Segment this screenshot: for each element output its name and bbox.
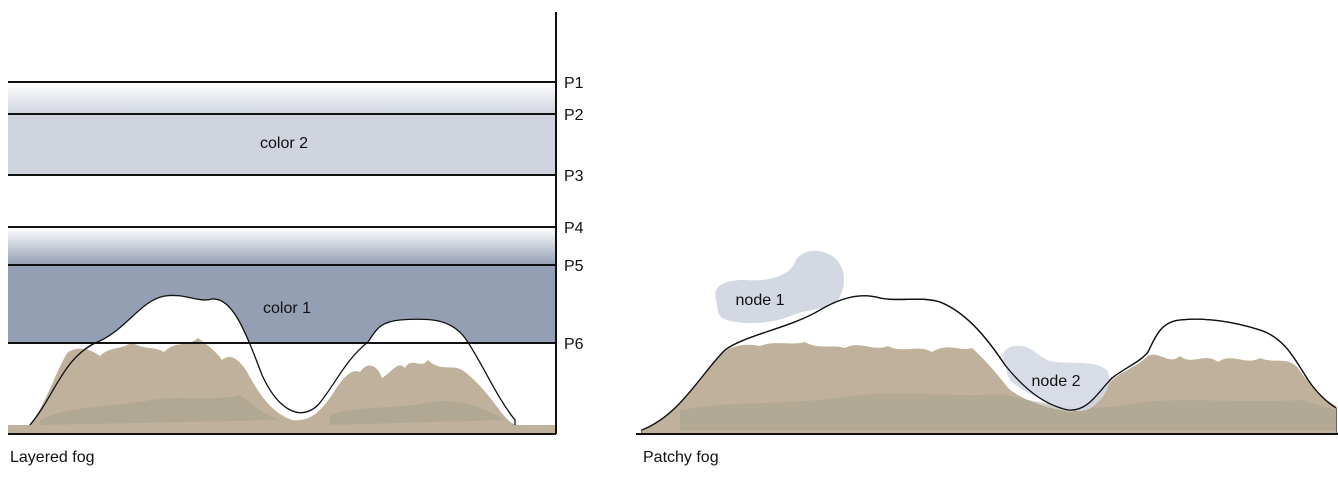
transition-band-upper xyxy=(8,82,556,114)
fog-node-1-label: node 1 xyxy=(736,292,785,309)
fog-node-1-blob xyxy=(715,250,844,324)
color2-band xyxy=(8,114,556,175)
left-terrain-edge xyxy=(29,342,96,426)
plane-lines xyxy=(8,81,556,344)
left-ground xyxy=(8,425,556,434)
fog-node-2-blob xyxy=(1002,345,1110,412)
plane-label-p1: P1 xyxy=(564,75,584,92)
plane-labels: P1 P2 P3 P4 P5 P6 xyxy=(564,75,584,353)
plane-label-p4: P4 xyxy=(564,220,584,237)
layered-fog-caption: Layered fog xyxy=(10,449,95,466)
color1-band xyxy=(8,265,556,343)
plane-label-p6: P6 xyxy=(564,336,584,353)
right-mountain-outline xyxy=(641,295,1337,431)
left-terrain-shadow xyxy=(40,395,505,425)
fog-node-2-label: node 2 xyxy=(1032,373,1081,390)
plane-label-p2: P2 xyxy=(564,107,584,124)
plane-label-p3: P3 xyxy=(564,168,584,185)
layered-fog-panel: color 2 color 1 xyxy=(8,81,556,434)
transition-band-lower xyxy=(8,227,556,265)
right-terrain-shadow xyxy=(680,393,1336,430)
patchy-fog-caption: Patchy fog xyxy=(643,449,719,466)
color1-label: color 1 xyxy=(263,300,311,317)
patchy-fog-panel: node 1 node 2 xyxy=(636,250,1338,435)
color2-label: color 2 xyxy=(260,135,308,152)
plane-label-p5: P5 xyxy=(564,258,584,275)
